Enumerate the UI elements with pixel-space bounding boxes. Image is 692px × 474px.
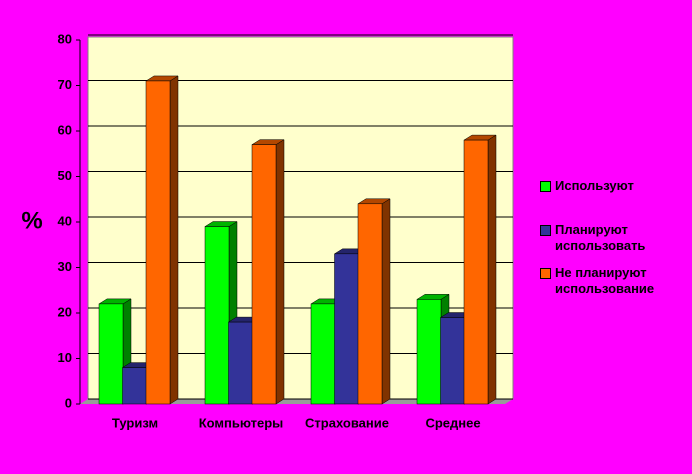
bar (310, 303, 336, 405)
bar (463, 139, 489, 405)
bar (357, 203, 383, 405)
bar (204, 226, 230, 405)
bar (122, 367, 147, 405)
legend-swatch (540, 268, 551, 279)
y-tick-label: 80 (58, 31, 72, 46)
bar (228, 321, 253, 405)
floor (80, 399, 513, 404)
y-tick-label: 0 (65, 395, 72, 410)
bar (98, 303, 124, 405)
bar (440, 317, 465, 405)
bar (334, 253, 359, 405)
x-tick-label: Среднее (425, 415, 480, 430)
bar-side (487, 134, 497, 405)
bar-side (169, 75, 179, 405)
x-tick-label: Страхование (305, 415, 389, 430)
bar (251, 144, 277, 405)
y-tick-label: 20 (58, 304, 72, 319)
legend-swatch (540, 225, 551, 236)
bar-side (275, 139, 285, 405)
bar (416, 299, 442, 405)
y-axis-label: % (21, 207, 42, 234)
y-tick-label: 70 (58, 77, 72, 92)
y-tick-label: 60 (58, 122, 72, 137)
bar-side (381, 198, 391, 405)
legend-label: Используют (555, 178, 634, 193)
y-tick-label: 10 (58, 350, 72, 365)
legend-label: Не планируют использование (555, 265, 655, 296)
bar (145, 80, 171, 405)
x-tick-label: Компьютеры (199, 415, 284, 430)
legend-label: Планируют использовать (555, 222, 646, 253)
x-tick-label: Туризм (112, 415, 158, 430)
y-tick-label: 40 (58, 213, 72, 228)
y-tick-label: 30 (58, 259, 72, 274)
legend-swatch (540, 181, 551, 192)
y-tick-label: 50 (58, 168, 72, 183)
